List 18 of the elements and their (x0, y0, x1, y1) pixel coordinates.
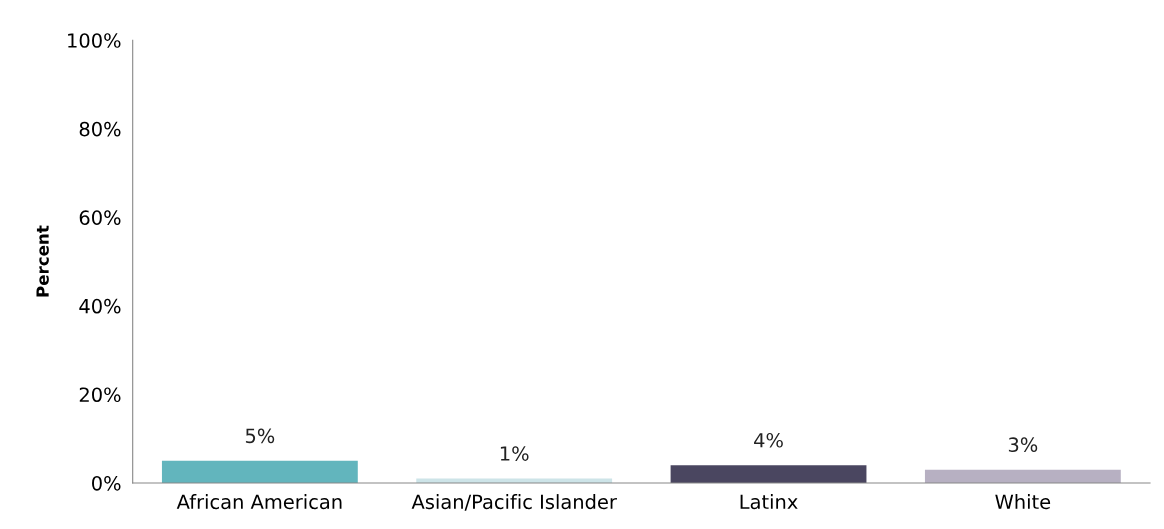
x-tick-label: White (995, 494, 1051, 510)
bar (161, 460, 358, 483)
y-tick-label: 0% (92, 475, 121, 491)
x-tick-label: Asian/Pacific Islander (411, 494, 617, 511)
x-tick-label: Latinx (740, 494, 798, 510)
bar (924, 469, 1121, 483)
data-label: 5% (245, 428, 275, 444)
y-tick-label: 80% (79, 121, 121, 137)
y-tick-label: 40% (79, 298, 121, 314)
y-axis-title: Percent (36, 225, 49, 297)
data-label: 1% (500, 446, 529, 461)
data-label: 3% (1008, 437, 1038, 453)
y-tick-label: 100% (68, 33, 121, 48)
y-tick-label: 60% (79, 210, 121, 225)
y-tick-label: 20% (79, 387, 121, 403)
bar (670, 465, 867, 483)
data-label: 4% (754, 432, 783, 448)
x-tick-label: African American (176, 494, 342, 510)
